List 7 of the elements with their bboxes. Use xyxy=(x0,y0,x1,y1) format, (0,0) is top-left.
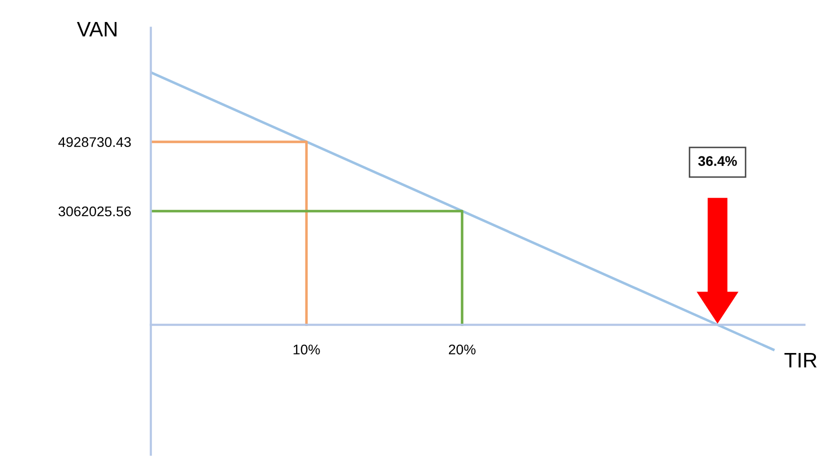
x-tick-label: 20% xyxy=(448,344,476,354)
y-tick-label: 4928730.43 xyxy=(58,137,131,148)
y-axis-title: VAN xyxy=(76,22,116,36)
y-tick-label: 3062025.56 xyxy=(58,206,131,216)
x-tick-label: 10% xyxy=(294,344,320,354)
x-axis-title: TIR xyxy=(784,353,817,368)
annotation: 36.4% xyxy=(698,156,737,166)
